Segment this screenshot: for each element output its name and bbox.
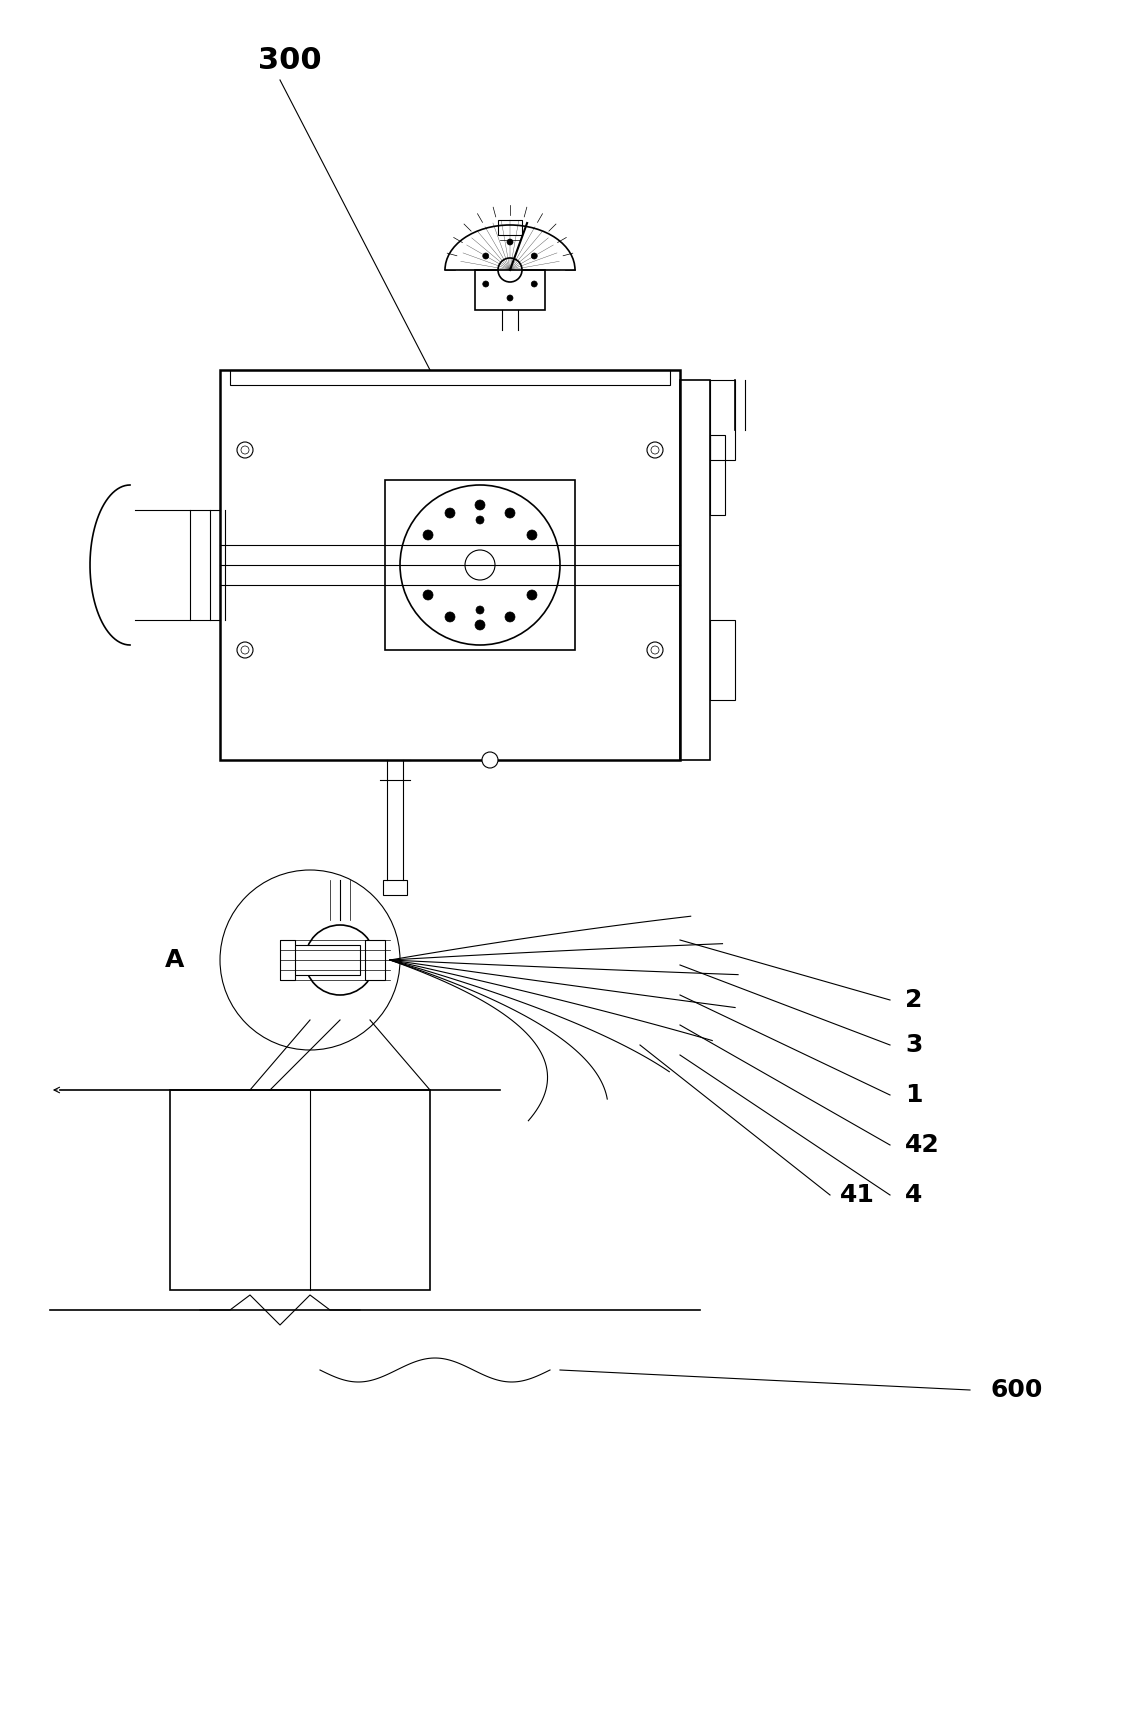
Circle shape [505,508,515,519]
Circle shape [527,591,537,599]
Bar [385,479,575,651]
Circle shape [476,515,484,524]
Circle shape [531,253,537,259]
Circle shape [400,484,560,645]
Text: 42: 42 [905,1133,940,1157]
Circle shape [531,281,537,288]
Circle shape [423,531,433,539]
Bar [280,940,295,979]
Text: 4: 4 [905,1183,922,1207]
Circle shape [483,253,489,259]
Bar [220,370,680,760]
Circle shape [647,442,663,459]
Circle shape [475,500,485,510]
Circle shape [527,531,537,539]
Circle shape [445,611,455,621]
Text: 3: 3 [905,1032,922,1056]
Bar [170,1091,431,1291]
Circle shape [423,591,433,599]
Bar [498,221,522,235]
Text: 300: 300 [258,46,322,75]
Circle shape [445,508,455,519]
Circle shape [237,442,253,459]
Circle shape [505,611,515,621]
Circle shape [483,752,498,769]
Bar [475,270,545,310]
Circle shape [647,642,663,657]
Circle shape [483,281,489,288]
Bar [231,370,670,385]
Text: 1: 1 [905,1084,922,1108]
Bar [290,945,360,976]
Bar [710,380,734,461]
Circle shape [498,259,522,282]
Circle shape [475,620,485,630]
Circle shape [507,294,513,301]
Bar [383,880,407,895]
Circle shape [476,606,484,615]
Text: 41: 41 [840,1183,875,1207]
Bar [710,620,734,700]
Bar [365,940,385,979]
Bar [710,435,725,515]
Circle shape [305,924,375,995]
Circle shape [237,642,253,657]
Text: A: A [165,948,184,972]
Circle shape [507,240,513,245]
Text: 600: 600 [990,1378,1042,1402]
Text: 2: 2 [905,988,922,1012]
Bar [680,380,710,760]
